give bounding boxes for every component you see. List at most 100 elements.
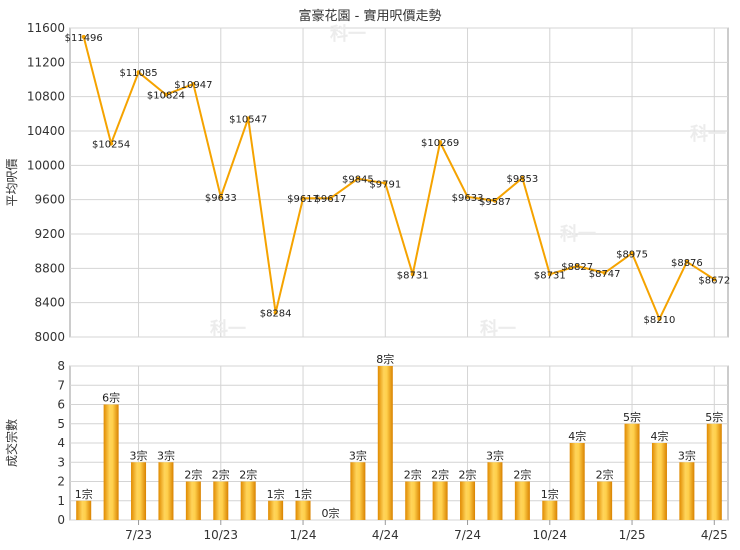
price-y-tick-label: 10800 xyxy=(27,90,65,104)
price-data-label: $10824 xyxy=(147,91,185,102)
volume-data-label: 3宗 xyxy=(486,448,504,462)
volume-bar xyxy=(405,481,421,520)
volume-y-tick-label: 6 xyxy=(57,398,65,412)
price-data-label: $8731 xyxy=(397,270,429,281)
price-point xyxy=(410,272,415,277)
volume-y-tick-label: 8 xyxy=(57,359,65,373)
price-y-axis-label: 平均呎價 xyxy=(5,158,19,206)
price-y-tick-label: 8800 xyxy=(34,261,65,275)
price-point xyxy=(712,277,717,282)
volume-data-label: 1宗 xyxy=(294,487,312,501)
volume-y-tick-label: 0 xyxy=(57,513,65,527)
price-point xyxy=(630,251,635,256)
price-y-tick-label: 8000 xyxy=(34,330,65,344)
price-chart: 8000 8400 8800 9200 9600 10000 10400 10800 11200… xyxy=(5,21,730,495)
price-point xyxy=(246,116,251,121)
volume-data-label: 5宗 xyxy=(623,410,641,424)
volume-data-label: 2宗 xyxy=(239,468,257,482)
chart-title: 富豪花園 - 實用呎價走勢 xyxy=(299,8,442,24)
volume-data-label: 2宗 xyxy=(513,468,531,482)
price-data-label: $8672 xyxy=(698,275,730,286)
price-data-label: $8975 xyxy=(616,249,648,260)
volume-y-tick-label: 1 xyxy=(57,494,65,508)
price-point xyxy=(657,316,662,321)
volume-y-tick-label: 2 xyxy=(57,475,65,489)
volume-bar xyxy=(706,423,722,520)
price-point xyxy=(547,272,552,277)
price-point xyxy=(301,196,306,201)
price-y-tick-label: 11600 xyxy=(27,21,65,35)
price-data-label: $9791 xyxy=(369,179,401,190)
price-data-label: $10254 xyxy=(92,140,130,151)
price-data-label: $8747 xyxy=(589,269,621,280)
volume-data-label: 6宗 xyxy=(102,391,120,405)
volume-bar xyxy=(185,481,201,520)
x-tick-label: 10/24 xyxy=(532,528,567,542)
price-point xyxy=(575,264,580,269)
price-data-label: $9587 xyxy=(479,197,511,208)
price-point xyxy=(520,175,525,180)
price-series-line xyxy=(82,36,715,322)
price-data-label: $9633 xyxy=(452,193,484,204)
watermark-text: 科一 xyxy=(560,223,596,245)
price-plot-frame xyxy=(69,27,729,338)
volume-bar xyxy=(377,366,393,520)
price-point xyxy=(492,198,497,203)
volume-data-label: 8宗 xyxy=(376,352,394,366)
price-data-label: $8731 xyxy=(534,270,566,281)
volume-bar xyxy=(597,481,613,520)
volume-data-label: 3宗 xyxy=(130,448,148,462)
volume-data-label: 2宗 xyxy=(431,468,449,482)
volume-bar xyxy=(240,481,256,520)
price-data-label: $9617 xyxy=(315,194,347,205)
volume-data-label: 2宗 xyxy=(596,468,614,482)
volume-data-label: 4宗 xyxy=(568,429,586,443)
watermark-text: 科一 xyxy=(480,318,516,340)
price-data-label: $10947 xyxy=(174,80,212,91)
volume-bar xyxy=(76,500,92,520)
volume-y-tick-label: 3 xyxy=(57,455,65,469)
volume-data-label: 2宗 xyxy=(184,468,202,482)
volume-data-label: 1宗 xyxy=(541,487,559,501)
price-y-tick-label: 8400 xyxy=(34,296,65,310)
price-data-label: $8210 xyxy=(644,315,676,326)
volume-data-label: 5宗 xyxy=(705,410,723,424)
volume-bar xyxy=(679,462,695,520)
volume-bar xyxy=(624,423,640,520)
volume-data-label: 1宗 xyxy=(267,487,285,501)
price-point xyxy=(684,259,689,264)
price-y-tick-label: 10000 xyxy=(27,158,65,172)
x-tick-label: 7/24 xyxy=(454,528,481,542)
price-data-label: $10269 xyxy=(421,138,459,149)
x-tick-label: 4/25 xyxy=(701,528,728,542)
price-data-label: $9633 xyxy=(205,193,237,204)
price-data-label: $9853 xyxy=(506,174,538,185)
volume-y-tick-label: 5 xyxy=(57,417,65,431)
volume-bar xyxy=(460,481,476,520)
volume-data-label: 1宗 xyxy=(75,487,93,501)
volume-bar xyxy=(103,404,119,520)
price-point xyxy=(163,92,168,97)
volume-bar xyxy=(514,481,530,520)
price-data-label: $8284 xyxy=(260,309,292,320)
x-tick-label: 7/23 xyxy=(125,528,152,542)
price-point xyxy=(218,194,223,199)
price-data-label: $10547 xyxy=(229,114,267,125)
price-point xyxy=(602,270,607,275)
x-tick-label: 10/23 xyxy=(203,528,238,542)
price-point xyxy=(109,141,114,146)
volume-data-label: 4宗 xyxy=(650,429,668,443)
volume-y-axis-label: 成交宗數 xyxy=(4,419,19,467)
price-y-tick-label: 11200 xyxy=(27,55,65,69)
price-point xyxy=(136,70,141,75)
watermark-text: 科一 xyxy=(210,318,246,340)
volume-chart: 0 1 2 3 4 5 6 7 8 7/23 10/23 1/24 4/24 7/24 10/24 1/25 4… xyxy=(4,352,729,542)
volume-data-label: 2宗 xyxy=(212,468,230,482)
volume-y-tick-label: 4 xyxy=(57,436,65,450)
volume-data-label: 3宗 xyxy=(349,448,367,462)
x-tick-label: 1/25 xyxy=(619,528,646,542)
volume-bar xyxy=(651,443,667,520)
price-y-tick-label: 9200 xyxy=(34,227,65,241)
price-point xyxy=(438,140,443,145)
price-data-label: $9845 xyxy=(342,175,374,186)
